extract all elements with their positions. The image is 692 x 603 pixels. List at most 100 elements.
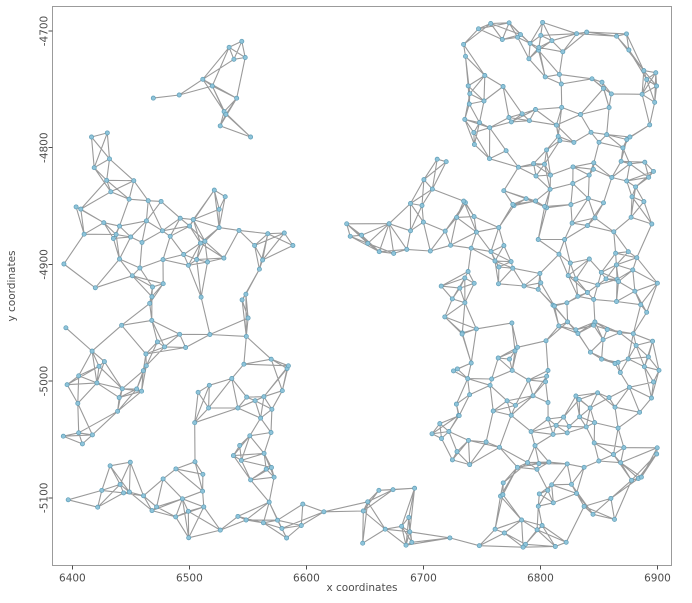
network-node [360,508,366,514]
network-node [75,400,81,406]
network-node [501,530,507,536]
network-node [185,508,191,514]
network-node [564,430,570,436]
network-node [535,286,541,292]
network-node [89,432,95,438]
network-node [578,112,583,117]
y-tick-label: -5000 [39,366,51,397]
network-node [563,539,569,545]
network-node [243,333,249,339]
network-node [545,400,551,405]
network-node [489,376,495,382]
network-node [127,459,133,465]
network-node [569,220,575,226]
network-node [531,161,537,167]
network-node [534,527,540,533]
network-node [536,461,542,467]
network-node [231,56,237,62]
network-node [443,159,449,165]
network-node [546,459,552,465]
network-node [365,240,371,246]
network-node [639,91,645,97]
x-tick-label: 6800 [527,573,554,585]
network-node [642,159,648,165]
network-node [92,285,98,291]
network-node [229,376,235,381]
network-node [570,164,576,170]
network-node [624,137,630,142]
network-node [526,377,531,383]
network-node [391,250,397,256]
network-node [617,370,623,375]
network-node [604,132,610,138]
network-node [173,466,179,472]
network-node [104,177,110,183]
network-node [434,156,440,162]
network-node [569,481,574,487]
network-node [197,240,203,246]
network-node [344,221,350,227]
network-node [532,443,538,449]
network-node [150,95,156,101]
network-node [427,248,433,254]
network-node [656,367,662,373]
network-node [556,251,562,257]
network-node [638,302,644,308]
network-node [482,73,488,78]
network-node [179,496,185,502]
network-node [467,462,473,468]
network-node [624,178,630,184]
network-node [528,429,534,435]
network-node [407,529,413,535]
network-node [606,105,612,110]
network-node [140,368,146,374]
network-node [173,514,179,520]
network-node [245,315,251,321]
network-node [143,351,149,357]
network-node [211,187,217,193]
network-node [206,405,212,411]
network-node [508,412,514,418]
network-node [243,517,249,523]
network-node [506,20,512,26]
network-node [477,120,482,126]
network-node [536,491,542,497]
network-node [609,175,615,180]
network-node [496,225,502,231]
network-node [64,382,70,388]
network-node [284,535,290,541]
network-node [244,394,250,400]
network-node [596,139,602,145]
network-node [160,281,166,287]
network-node [128,234,134,240]
network-node [107,156,112,162]
network-node [115,408,121,414]
network-node [487,382,493,388]
network-node [230,453,236,459]
network-node [403,542,409,548]
y-tick-label: -4800 [39,132,51,163]
network-node [509,367,515,373]
network-node [117,481,123,487]
network-node [653,70,659,76]
network-node [150,284,155,290]
network-node [591,440,597,446]
network-node [154,504,160,510]
network-node [269,406,275,412]
network-node [542,74,548,80]
network-node [539,523,545,528]
network-node [107,463,113,469]
network-node [515,34,521,40]
network-node [654,445,660,451]
network-node [626,384,632,390]
network-node [242,55,248,60]
network-node [129,273,135,279]
network-node [359,232,365,238]
network-node [187,223,193,229]
network-node [467,91,473,97]
network-node [503,148,509,154]
network-node [596,458,602,464]
network-node [544,373,550,379]
network-node [420,219,426,225]
